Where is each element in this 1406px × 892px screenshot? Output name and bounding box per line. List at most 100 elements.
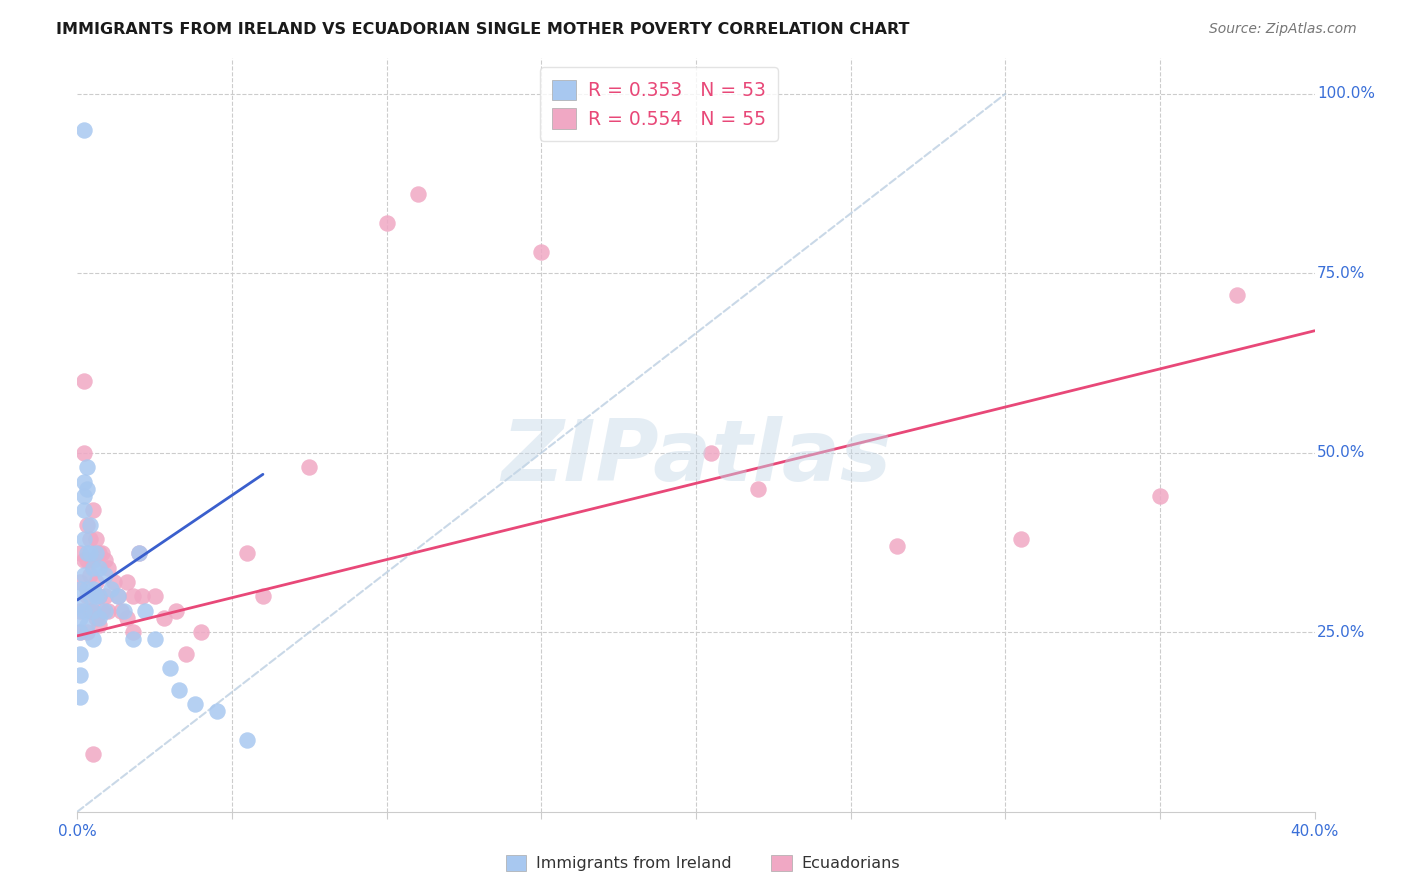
Text: IMMIGRANTS FROM IRELAND VS ECUADORIAN SINGLE MOTHER POVERTY CORRELATION CHART: IMMIGRANTS FROM IRELAND VS ECUADORIAN SI… (56, 22, 910, 37)
Point (76, 460, 98, 475)
Point (69, 625, 91, 640)
Text: 25.0%: 25.0% (1317, 624, 1365, 640)
Point (79, 546, 101, 560)
Point (72, 503, 94, 517)
Point (107, 590, 129, 604)
Point (91, 546, 114, 560)
Point (69, 574, 91, 589)
Point (103, 574, 125, 589)
Point (84, 611, 107, 625)
Point (406, 187, 429, 202)
Point (82, 747, 104, 762)
Point (69, 625, 91, 640)
Point (69, 611, 91, 625)
Text: 75.0%: 75.0% (1317, 266, 1365, 281)
Point (112, 604, 135, 618)
Text: ZIPatlas: ZIPatlas (501, 416, 891, 499)
Point (143, 590, 166, 604)
Point (94, 553, 117, 567)
Point (72, 446, 94, 460)
Point (84, 574, 107, 589)
Point (72, 532, 94, 546)
Point (134, 604, 156, 618)
Point (94, 567, 117, 582)
Point (69, 668, 91, 682)
Point (184, 697, 207, 711)
Point (72, 475, 94, 489)
Point (122, 625, 145, 640)
Point (190, 625, 212, 640)
Point (298, 460, 321, 475)
Point (97, 560, 120, 574)
Point (159, 661, 181, 675)
Point (1010, 532, 1032, 546)
Point (205, 704, 228, 718)
Point (79, 567, 101, 582)
Point (82, 604, 104, 618)
Point (700, 446, 723, 460)
Point (84, 532, 107, 546)
Point (84, 590, 107, 604)
Point (131, 590, 153, 604)
Point (115, 611, 138, 625)
Point (1149, 489, 1171, 503)
Point (69, 546, 91, 560)
Point (375, 216, 398, 230)
Legend: Immigrants from Ireland, Ecuadorians: Immigrants from Ireland, Ecuadorians (499, 848, 907, 878)
Point (87, 618, 110, 632)
Point (143, 632, 166, 647)
Point (76, 618, 98, 632)
Point (84, 546, 107, 560)
Point (236, 546, 259, 560)
Point (169, 682, 191, 697)
Point (747, 482, 769, 496)
Text: Source: ZipAtlas.com: Source: ZipAtlas.com (1209, 22, 1357, 37)
Point (94, 604, 117, 618)
Point (82, 582, 104, 597)
Point (79, 517, 101, 532)
Point (530, 244, 553, 259)
Point (128, 546, 150, 560)
Point (174, 647, 197, 661)
Point (115, 574, 138, 589)
Point (82, 560, 104, 574)
Point (236, 733, 259, 747)
Point (128, 546, 150, 560)
Point (82, 632, 104, 647)
Point (76, 582, 98, 597)
Point (87, 546, 110, 560)
Point (76, 546, 98, 560)
Point (79, 590, 101, 604)
Point (82, 503, 104, 517)
Point (69, 647, 91, 661)
Point (72, 604, 94, 618)
Point (97, 604, 120, 618)
Legend: R = 0.353   N = 53, R = 0.554   N = 55: R = 0.353 N = 53, R = 0.554 N = 55 (540, 68, 778, 141)
Point (87, 611, 110, 625)
Point (1226, 288, 1249, 302)
Point (72, 567, 94, 582)
Point (252, 590, 274, 604)
Point (94, 590, 117, 604)
Point (72, 553, 94, 567)
Point (110, 604, 132, 618)
Point (76, 625, 98, 640)
Point (72, 374, 94, 388)
Point (69, 597, 91, 611)
Point (91, 604, 114, 618)
Point (76, 590, 98, 604)
Point (79, 532, 101, 546)
Point (72, 489, 94, 503)
Point (100, 582, 122, 597)
Point (122, 590, 145, 604)
Point (76, 517, 98, 532)
Point (69, 604, 91, 618)
Point (69, 582, 91, 597)
Point (87, 560, 110, 574)
Text: 100.0%: 100.0% (1317, 87, 1375, 102)
Point (153, 611, 176, 625)
Point (107, 590, 129, 604)
Point (165, 604, 187, 618)
Point (122, 632, 145, 647)
Point (76, 482, 98, 496)
